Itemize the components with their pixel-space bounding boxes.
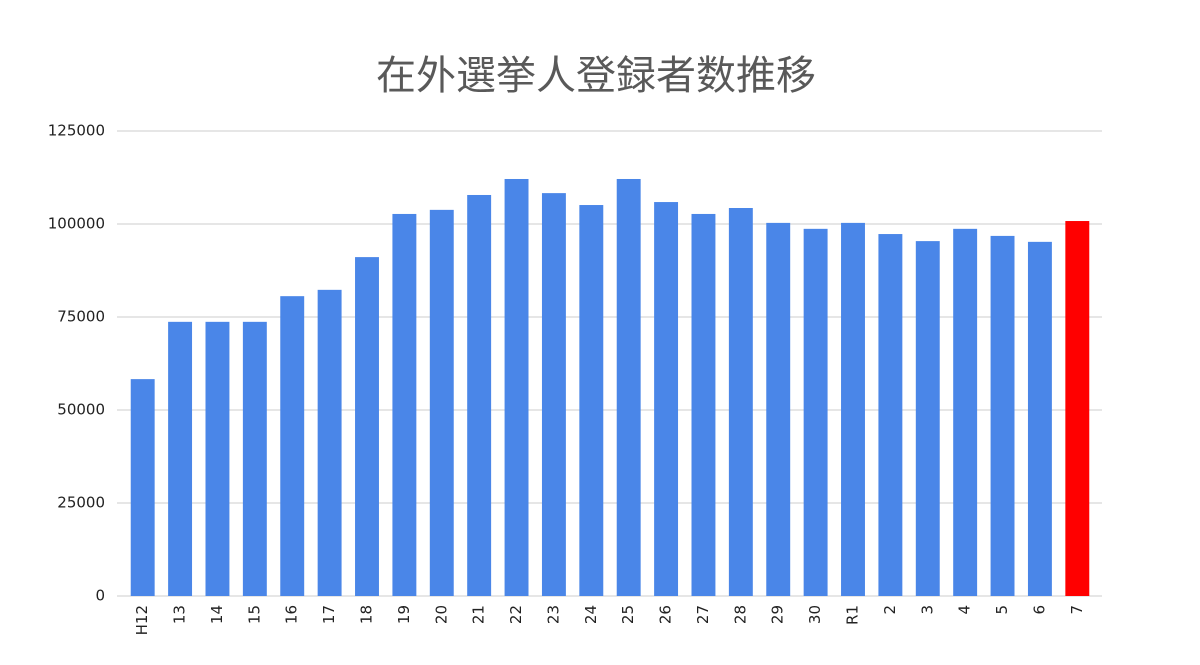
- bar: [242, 321, 267, 596]
- x-tick-label: 17: [320, 605, 338, 624]
- bar: [355, 257, 379, 596]
- x-tick-label: 29: [769, 605, 787, 624]
- x-tick-label: 30: [806, 605, 824, 624]
- bar: [280, 296, 305, 596]
- x-tick-label: 19: [395, 605, 413, 624]
- bar: [878, 234, 903, 596]
- bar: [1065, 221, 1090, 597]
- x-tick-label: 2: [881, 605, 899, 615]
- x-tick-label: 21: [470, 605, 488, 624]
- x-tick-label: 3: [918, 605, 936, 615]
- x-tick-label: 24: [582, 605, 600, 624]
- x-tick-label: 25: [619, 605, 637, 624]
- x-tick-label: 13: [171, 605, 189, 624]
- bar: [467, 194, 492, 596]
- bar: [130, 379, 155, 596]
- bar: [504, 178, 529, 596]
- x-tick-label: H12: [133, 605, 151, 635]
- bar: [205, 321, 230, 596]
- y-tick-label: 25000: [57, 494, 105, 512]
- bar: [728, 208, 753, 596]
- bar: [429, 209, 454, 596]
- y-tick-label: 75000: [57, 308, 105, 326]
- bar: [803, 228, 828, 596]
- x-tick-label: 27: [694, 605, 712, 624]
- bar: [691, 213, 716, 596]
- bar: [317, 289, 342, 596]
- x-tick-label: 23: [544, 605, 562, 624]
- y-tick-label: 100000: [48, 215, 105, 233]
- bar: [168, 321, 193, 596]
- bar: [541, 193, 566, 596]
- x-tick-label: 4: [956, 605, 974, 615]
- x-tick-label: 26: [657, 605, 675, 624]
- x-tick-label: 20: [432, 605, 450, 624]
- bar: [990, 235, 1015, 597]
- x-tick-label: 15: [245, 605, 263, 624]
- x-tick-label: 16: [283, 605, 301, 624]
- bar: [1027, 241, 1052, 596]
- x-tick-label: 14: [208, 605, 226, 624]
- x-tick-label: R1: [844, 605, 862, 625]
- bar: [841, 222, 865, 596]
- x-tick-label: 28: [731, 605, 749, 624]
- bar: [579, 205, 604, 596]
- x-tick-label: 7: [1068, 605, 1086, 615]
- y-tick-label: 0: [95, 587, 105, 605]
- x-tick-label: 5: [993, 605, 1011, 615]
- x-tick-label: 6: [1030, 605, 1048, 615]
- x-tick-label: 22: [507, 605, 525, 624]
- bar: [392, 213, 417, 596]
- chart-title: 在外選挙人登録者数推移: [376, 53, 816, 99]
- bar: [915, 241, 940, 596]
- x-tick-label: 18: [358, 605, 376, 624]
- bar: [654, 202, 679, 596]
- y-tick-label: 125000: [48, 122, 105, 140]
- bar: [953, 228, 978, 596]
- bar: [616, 178, 641, 596]
- y-tick-label: 50000: [57, 401, 105, 419]
- bar: [766, 222, 791, 596]
